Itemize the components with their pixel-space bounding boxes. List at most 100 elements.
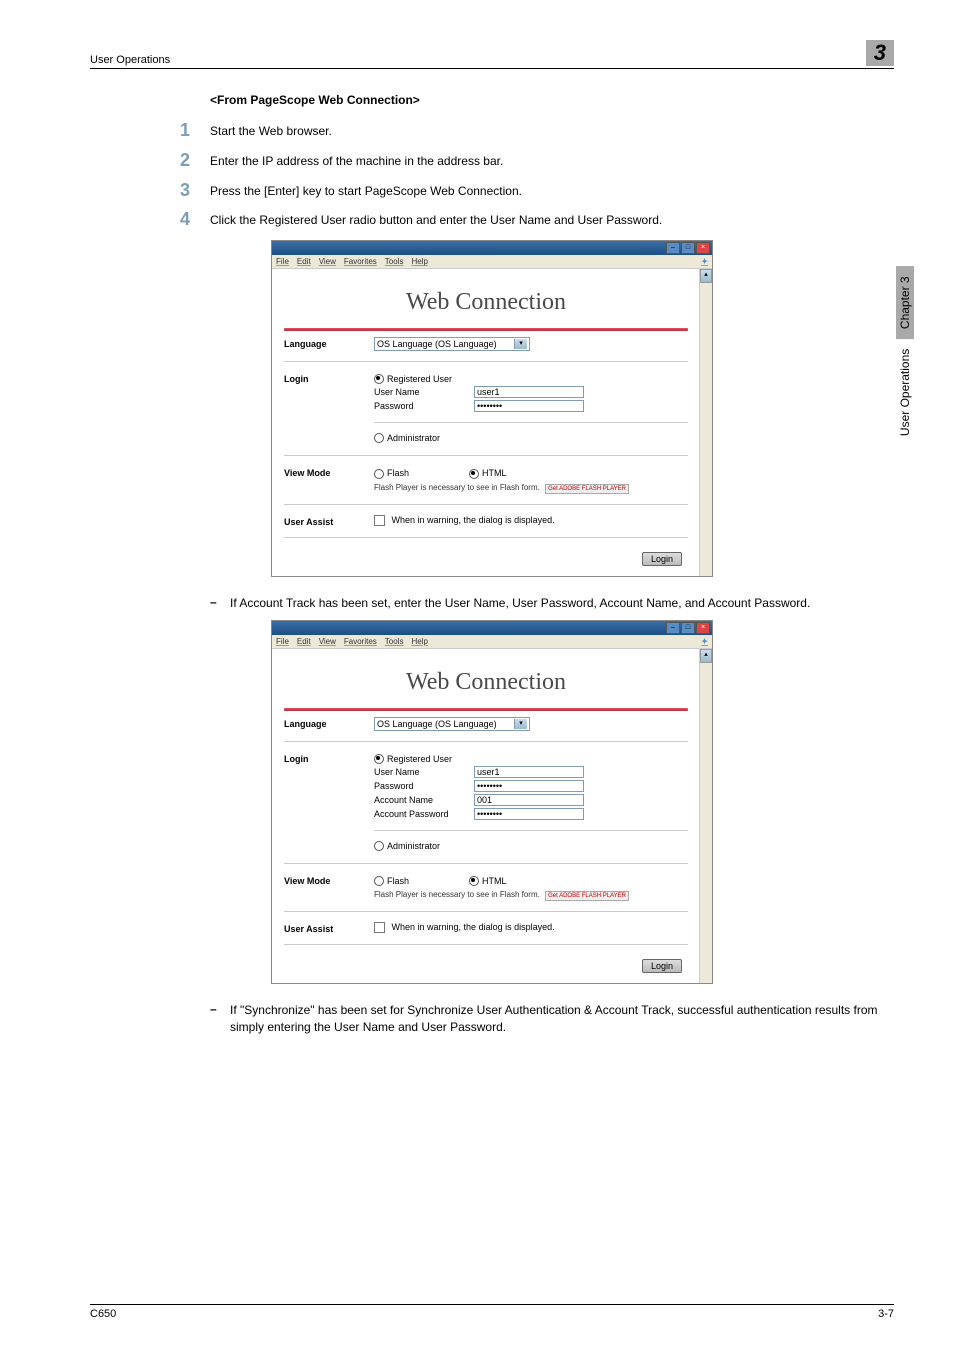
step-num: 3 [180,181,210,201]
bullet-2: – If "Synchronize" has been set for Sync… [210,1002,884,1036]
user-name-input[interactable]: user1 [474,386,584,398]
administrator-label: Administrator [387,433,440,443]
window-titlebar: – □ × [272,241,712,255]
language-select[interactable]: OS Language (OS Language) ▾ [374,337,530,351]
header-left-text: User Operations [90,54,170,66]
language-label: Language [284,337,374,349]
flash-radio[interactable] [374,876,384,886]
menubar: File Edit View Favorites Tools Help ✦ [272,635,712,649]
password-label: Password [374,781,474,791]
account-name-input[interactable]: 001 [474,794,584,806]
password-label: Password [374,401,474,411]
flash-note: Flash Player is necessary to see in Flas… [374,483,540,492]
html-radio[interactable] [469,876,479,886]
user-name-input[interactable]: user1 [474,766,584,778]
language-value: OS Language (OS Language) [377,719,497,729]
scrollbar[interactable]: ▴ [699,649,712,984]
step-3: 3 Press the [Enter] key to start PageSco… [180,181,894,201]
flash-radio[interactable] [374,469,384,479]
chevron-down-icon[interactable]: ▾ [514,719,527,729]
account-password-input[interactable]: •••••••• [474,808,584,820]
menu-view[interactable]: View [319,257,336,266]
login-button[interactable]: Login [642,959,682,973]
chevron-down-icon[interactable]: ▾ [514,339,527,349]
step-2: 2 Enter the IP address of the machine in… [180,151,894,171]
registered-user-radio[interactable] [374,374,384,384]
scrollbar[interactable]: ▴ [699,269,712,576]
menu-help[interactable]: Help [411,637,427,646]
viewmode-label: View Mode [284,874,374,886]
minimize-icon[interactable]: – [666,622,680,634]
scroll-up-icon[interactable]: ▴ [700,649,712,663]
bullet-text: If "Synchronize" has been set for Synchr… [230,1002,884,1036]
login-label: Login [284,752,374,764]
bullet-dash: – [210,1002,230,1036]
userassist-label: User Assist [284,515,374,527]
language-select[interactable]: OS Language (OS Language) ▾ [374,717,530,731]
menu-edit[interactable]: Edit [297,257,311,266]
flash-logo[interactable]: Get ADOBE FLASH PLAYER [545,484,629,494]
screenshot-webconn-1: – □ × File Edit View Favorites Tools Hel… [271,240,713,577]
userassist-label: User Assist [284,922,374,934]
html-radio[interactable] [469,469,479,479]
step-num: 4 [180,210,210,230]
administrator-radio[interactable] [374,433,384,443]
password-input[interactable]: •••••••• [474,400,584,412]
menu-view[interactable]: View [319,637,336,646]
menu-tools[interactable]: Tools [385,637,404,646]
menu-edit[interactable]: Edit [297,637,311,646]
registered-user-radio[interactable] [374,754,384,764]
language-label: Language [284,717,374,729]
window-titlebar: – □ × [272,621,712,635]
password-input[interactable]: •••••••• [474,780,584,792]
login-label: Login [284,372,374,384]
administrator-radio[interactable] [374,841,384,851]
side-chapter: Chapter 3 [896,266,914,339]
divider [284,537,688,538]
maximize-icon[interactable]: □ [681,242,695,254]
user-name-label: User Name [374,767,474,777]
step-num: 2 [180,151,210,171]
scroll-up-icon[interactable]: ▴ [700,269,712,283]
divider [284,741,688,742]
side-section: User Operations [898,349,912,436]
divider [284,863,688,864]
divider [374,830,688,831]
menu-tools[interactable]: Tools [385,257,404,266]
close-icon[interactable]: × [696,242,710,254]
html-label: HTML [482,876,507,886]
step-text: Start the Web browser. [210,121,332,138]
footer-left: C650 [90,1308,116,1320]
registered-user-label: Registered User [387,754,452,764]
menu-favorites[interactable]: Favorites [344,257,377,266]
login-button[interactable]: Login [642,552,682,566]
menu-file[interactable]: File [276,637,289,646]
step-text: Click the Registered User radio button a… [210,210,662,227]
userassist-checkbox[interactable] [374,515,385,526]
page-title: Web Connection [284,655,688,708]
divider [284,911,688,912]
side-label: User Operations Chapter 3 [896,260,914,436]
step-text: Enter the IP address of the machine in t… [210,151,503,168]
administrator-label: Administrator [387,841,440,851]
menu-help[interactable]: Help [411,257,427,266]
viewmode-label: View Mode [284,466,374,478]
userassist-text: When in warning, the dialog is displayed… [392,515,555,525]
divider [374,422,688,423]
menubar: File Edit View Favorites Tools Help ✦ [272,255,712,269]
flash-logo[interactable]: Get ADOBE FLASH PLAYER [545,891,629,901]
bullet-dash: – [210,595,230,612]
account-password-label: Account Password [374,809,474,819]
close-icon[interactable]: × [696,622,710,634]
flash-note: Flash Player is necessary to see in Flas… [374,890,540,899]
divider [284,361,688,362]
ie-icon: ✦ [701,637,708,646]
menu-file[interactable]: File [276,257,289,266]
divider [284,944,688,945]
userassist-checkbox[interactable] [374,922,385,933]
maximize-icon[interactable]: □ [681,622,695,634]
menu-favorites[interactable]: Favorites [344,637,377,646]
ie-icon: ✦ [701,257,708,266]
step-num: 1 [180,121,210,141]
minimize-icon[interactable]: – [666,242,680,254]
